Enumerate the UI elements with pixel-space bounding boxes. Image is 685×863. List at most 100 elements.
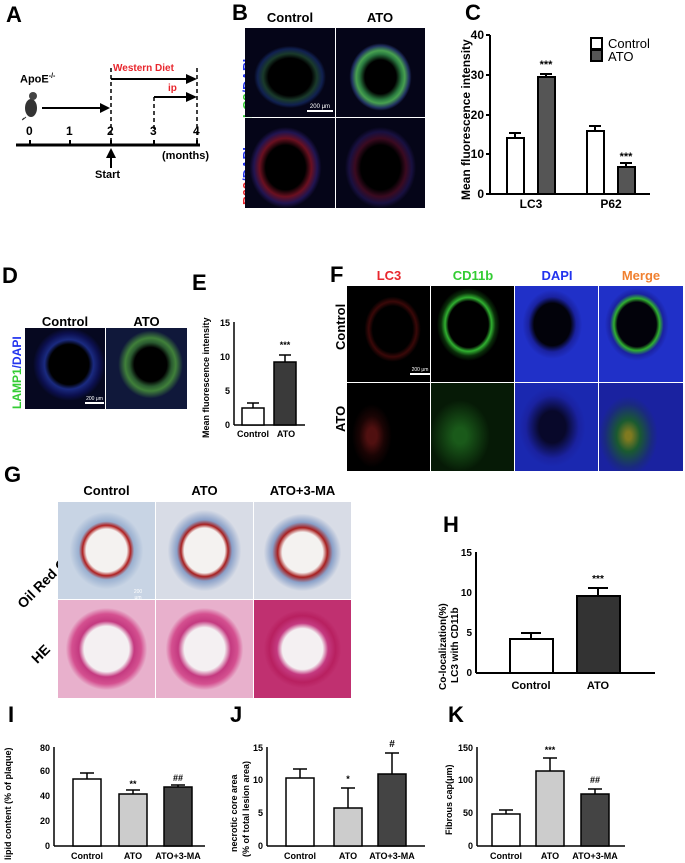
- svg-text:ATO: ATO: [339, 851, 357, 861]
- row-label-lamp1-dapi: LAMP1/DAPI: [10, 336, 24, 409]
- months-label: (months): [162, 150, 210, 162]
- row-label-he: HE: [28, 641, 54, 667]
- image-g-control-he: [58, 600, 155, 698]
- svg-text:50: 50: [463, 808, 473, 818]
- svg-text:10: 10: [471, 147, 485, 161]
- svg-text:10: 10: [220, 352, 230, 362]
- image-g-ato-he: [156, 600, 253, 698]
- svg-text:Fibrous cap(μm): Fibrous cap(μm): [444, 764, 454, 835]
- panel-label-i: I: [8, 702, 15, 727]
- svg-text:20: 20: [471, 108, 485, 122]
- svg-text:#: #: [389, 739, 395, 750]
- svg-text:60: 60: [40, 766, 50, 776]
- chart-h: Co-localization(%) LC3 with CD11b 0 5 10 15…: [438, 548, 655, 692]
- svg-text:0: 0: [468, 841, 473, 851]
- col-header-f-cd11b: CD11b: [452, 268, 494, 283]
- svg-text:150: 150: [458, 743, 473, 753]
- start-label: Start: [95, 169, 121, 181]
- svg-text:15: 15: [461, 548, 473, 559]
- image-b-ato-lc3: [336, 28, 425, 117]
- svg-text:Co-localization(%): Co-localization(%): [438, 603, 449, 690]
- svg-text:5: 5: [225, 386, 230, 396]
- svg-text:Control: Control: [71, 851, 103, 861]
- svg-text:40: 40: [471, 28, 485, 42]
- tick-1: 1: [66, 124, 73, 138]
- svg-text:Control: Control: [511, 680, 550, 692]
- col-header-g-ato3ma: ATO+3-MA: [269, 483, 336, 498]
- svg-text:LC3: LC3: [520, 197, 543, 210]
- svg-text:(% of total lesion area): (% of total lesion area): [241, 761, 251, 857]
- panel-label-g: G: [4, 462, 22, 487]
- svg-text:necrotic core area: necrotic core area: [229, 773, 239, 852]
- image-g-control-oro: [58, 502, 155, 599]
- image-f-ato-dapi: [515, 383, 598, 471]
- image-g-ato-oro: [156, 502, 253, 599]
- image-b-control-p62: [245, 118, 335, 208]
- svg-text:0: 0: [477, 187, 484, 201]
- svg-text:ATO+3-MA: ATO+3-MA: [155, 851, 201, 861]
- svg-text:80: 80: [40, 743, 50, 753]
- timeline-panel: ApoE-/- Western Diet ip 0 1 2 3 4 (month…: [0, 0, 230, 185]
- svg-text:Mean fluorescence intensity: Mean fluorescence intensity: [201, 317, 211, 438]
- scale-bar-f: 200 μm: [410, 367, 430, 375]
- svg-text:lipid content (% of plaque): lipid content (% of plaque): [3, 748, 13, 861]
- svg-text:**: **: [129, 779, 137, 789]
- svg-text:ATO+3-MA: ATO+3-MA: [369, 851, 415, 861]
- svg-text:ATO: ATO: [587, 680, 610, 692]
- svg-text:100: 100: [458, 775, 473, 785]
- svg-text:P62: P62: [600, 197, 622, 210]
- svg-text:20: 20: [40, 816, 50, 826]
- svg-text:ATO: ATO: [124, 851, 142, 861]
- image-f-control-dapi: [515, 286, 598, 382]
- image-f-control-lc3: [347, 286, 430, 382]
- svg-text:##: ##: [173, 773, 183, 783]
- tick-3: 3: [150, 124, 157, 138]
- svg-text:ATO+3-MA: ATO+3-MA: [572, 851, 618, 861]
- chart-k: Fibrous cap(μm) 0 50 100 150 *** ## Control…: [444, 743, 625, 861]
- svg-text:***: ***: [592, 574, 604, 585]
- svg-text:0: 0: [258, 841, 263, 851]
- mouse-icon: [21, 92, 37, 121]
- col-header-f-merge: Merge: [621, 268, 661, 283]
- svg-text:0: 0: [45, 841, 50, 851]
- image-f-ato-merge: [599, 383, 683, 471]
- svg-text:Control: Control: [284, 851, 316, 861]
- image-b-ato-p62: [336, 118, 425, 208]
- image-f-control-merge: [599, 286, 683, 382]
- panel-label-b: B: [232, 0, 248, 25]
- panel-label-c: C: [465, 0, 481, 25]
- svg-text:ATO: ATO: [277, 429, 295, 439]
- image-g-ato3ma-oro: [254, 502, 351, 599]
- panel-label-k: K: [448, 702, 464, 727]
- tick-0: 0: [26, 124, 33, 138]
- svg-text:LC3 with CD11b: LC3 with CD11b: [450, 607, 461, 683]
- image-f-ato-lc3: [347, 383, 430, 471]
- chart-i: lipid content (% of plaque) 0 20 40 60 80 **…: [3, 743, 205, 861]
- svg-text:ATO: ATO: [541, 851, 559, 861]
- chart-e: Mean fluorescence intensity 0 5 10 15 *** C…: [201, 317, 305, 439]
- svg-text:Control: Control: [608, 36, 650, 51]
- panel-label-j: J: [230, 702, 243, 727]
- svg-text:***: ***: [620, 151, 634, 163]
- col-header-g-ato: ATO: [191, 483, 218, 498]
- svg-text:Control: Control: [237, 429, 269, 439]
- ip-label: ip: [168, 83, 177, 94]
- image-d-ato: [106, 328, 187, 409]
- scale-bar-b: 200 μm: [307, 104, 333, 112]
- svg-text:5: 5: [466, 628, 472, 639]
- col-header-ato: ATO: [366, 10, 394, 25]
- panel-label-h: H: [443, 512, 459, 537]
- image-b-control-lc3: [245, 28, 335, 117]
- timeline-diagram: [16, 68, 200, 168]
- svg-text:***: ***: [540, 59, 554, 71]
- svg-text:40: 40: [40, 791, 50, 801]
- svg-text:0: 0: [466, 668, 472, 679]
- chart-j: necrotic core area (% of total lesion ar…: [229, 739, 425, 861]
- image-g-ato3ma-he: [254, 600, 351, 698]
- svg-text:***: ***: [280, 340, 291, 350]
- image-f-control-cd11b: [431, 286, 514, 382]
- panel-label-d: D: [2, 263, 18, 288]
- col-header-d-ato: ATO: [133, 314, 160, 329]
- chart-c-ylabel: Mean fluorescence intensity: [459, 39, 473, 200]
- panel-label-f: F: [330, 262, 344, 287]
